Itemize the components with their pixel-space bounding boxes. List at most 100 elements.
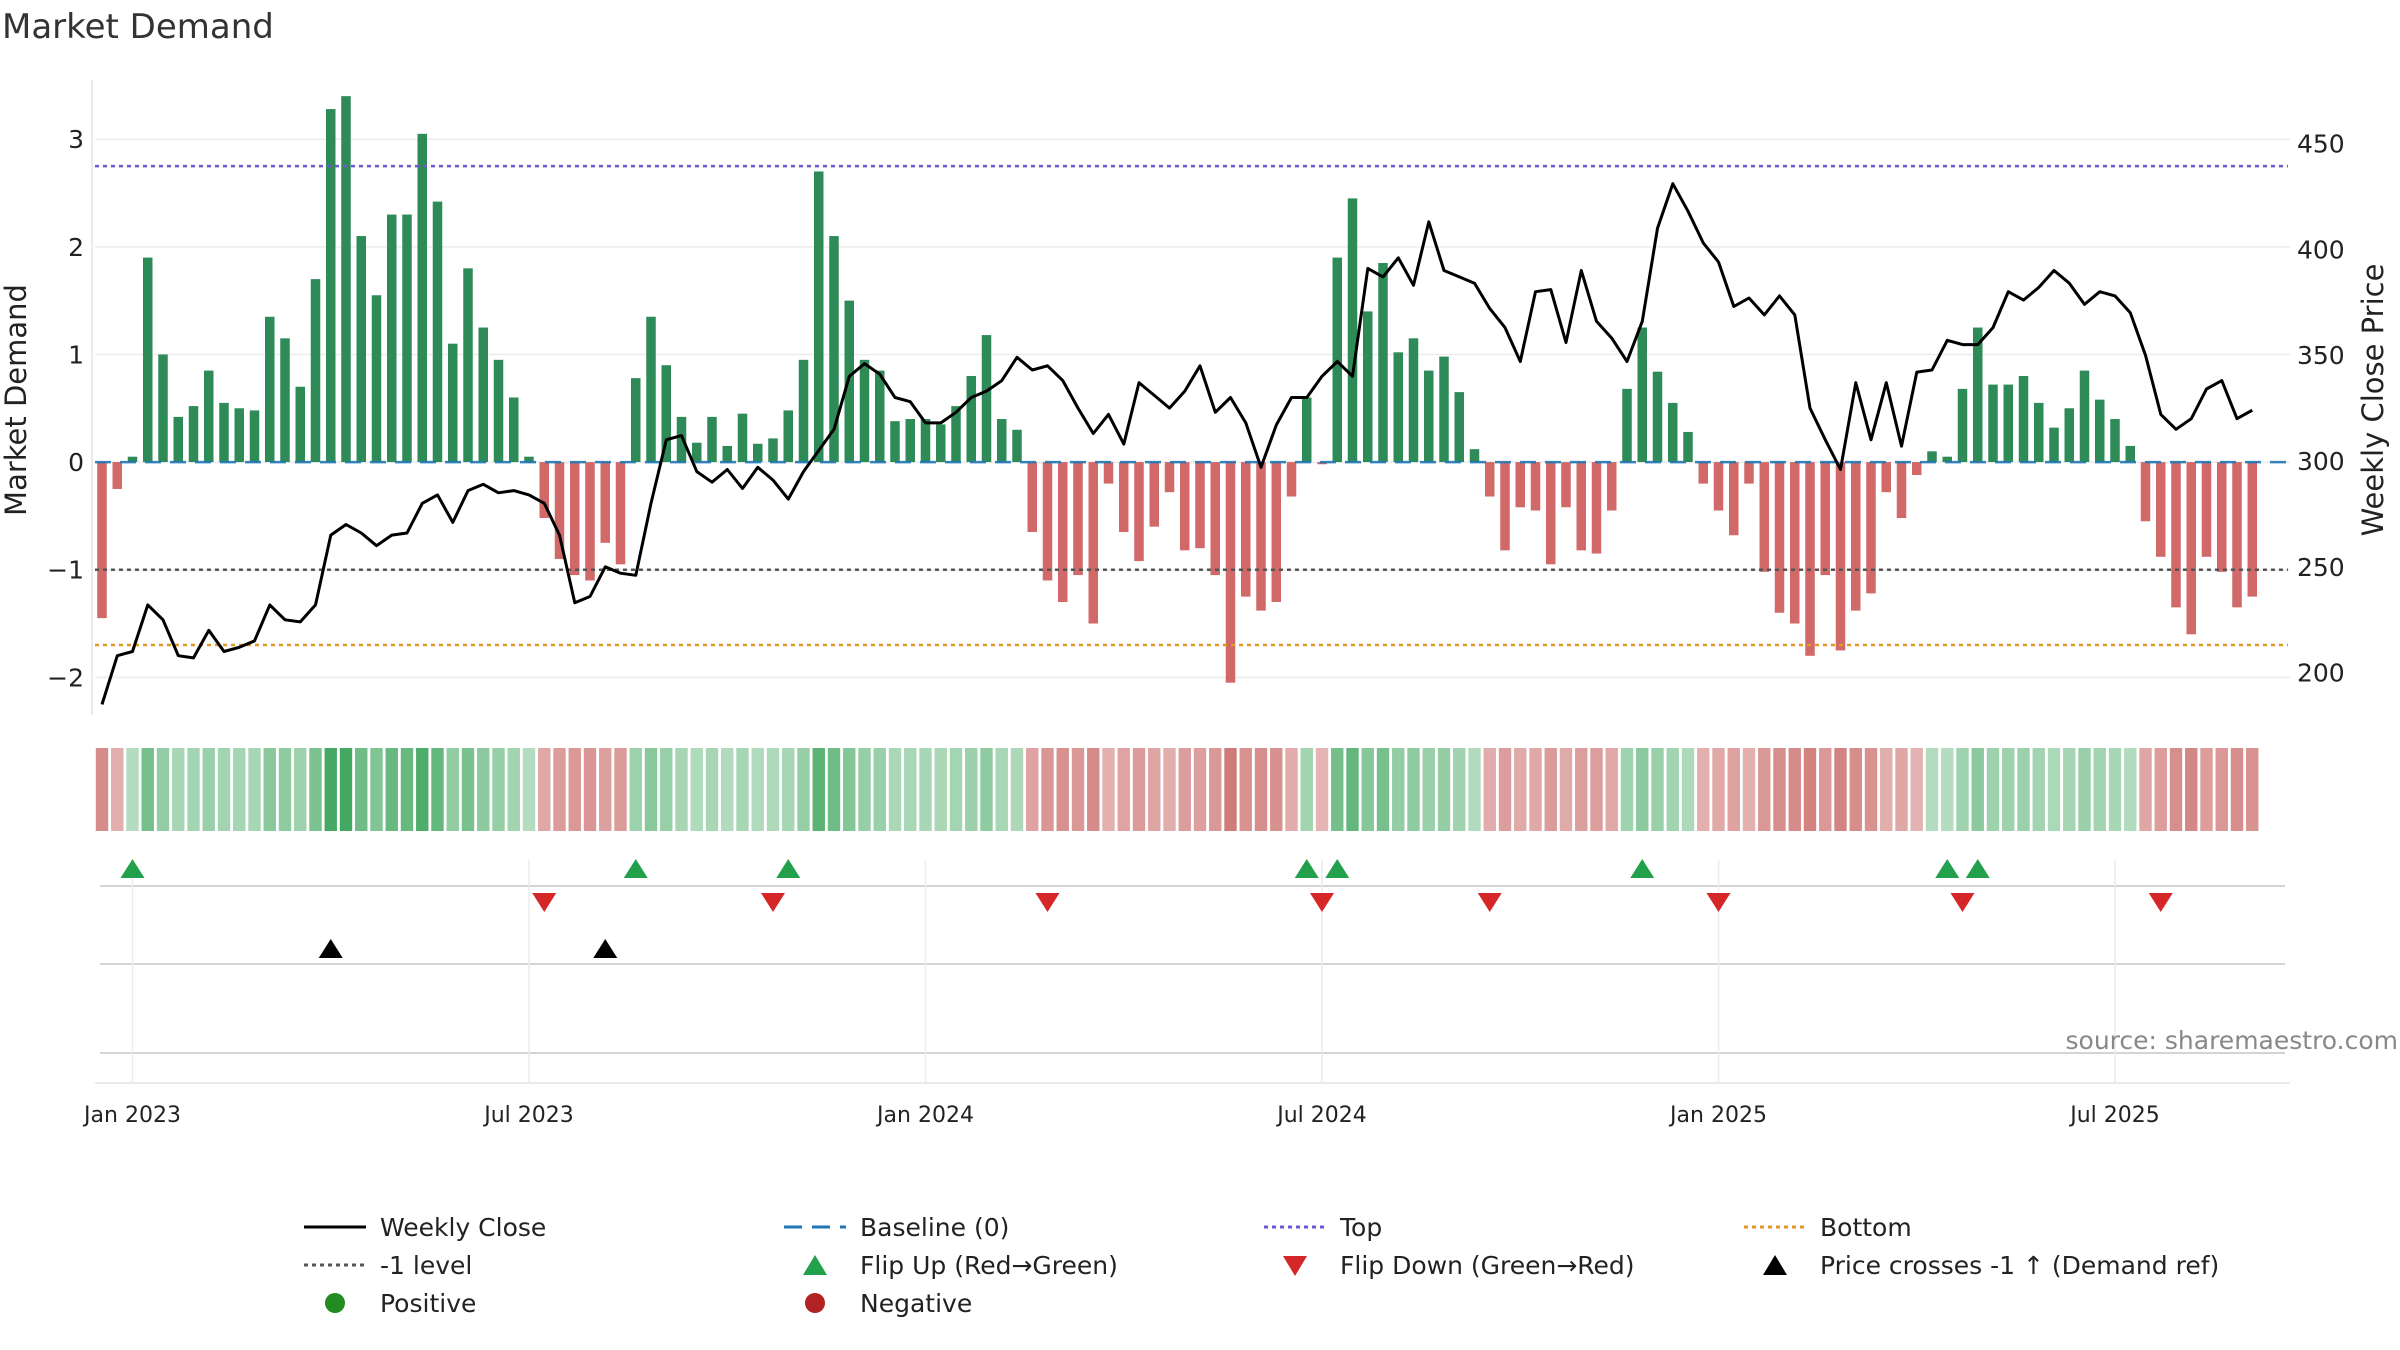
demand-bar bbox=[798, 359, 809, 463]
legend-label: Negative bbox=[860, 1288, 973, 1318]
demand-bar bbox=[1119, 462, 1129, 533]
heat-cell bbox=[1727, 748, 1740, 831]
demand-bar bbox=[1698, 462, 1708, 484]
heat-cell bbox=[1270, 748, 1283, 831]
demand-bar bbox=[1973, 327, 1983, 463]
demand-bar bbox=[920, 419, 931, 463]
heat-cell bbox=[461, 748, 475, 831]
demand-bar bbox=[2079, 370, 2090, 463]
heat-cell bbox=[1758, 748, 1771, 831]
heat-cell bbox=[538, 748, 551, 831]
heat-cell bbox=[705, 748, 719, 831]
heat-cell bbox=[1041, 748, 1054, 831]
heat-cell bbox=[934, 748, 947, 831]
demand-bar bbox=[265, 316, 275, 463]
demand-bar bbox=[875, 370, 885, 463]
demand-bar bbox=[1927, 451, 1937, 463]
dotted-swatch-icon bbox=[304, 1263, 366, 1267]
heat-cell bbox=[629, 748, 642, 831]
demand-bar bbox=[1271, 462, 1281, 602]
heat-cell bbox=[919, 748, 932, 831]
heat-cell bbox=[599, 748, 612, 831]
demand-bar bbox=[356, 236, 366, 463]
demand-bar bbox=[1774, 462, 1785, 613]
demand-bar bbox=[219, 402, 229, 463]
legend-label: Bottom bbox=[1820, 1212, 1912, 1242]
signal-tracks bbox=[100, 885, 2285, 1054]
demand-bar bbox=[2064, 408, 2074, 463]
axis-spines bbox=[91, 80, 2290, 1084]
y2-tick-label: 300 bbox=[2297, 447, 2345, 476]
price-cross-marker bbox=[318, 939, 343, 958]
heat-cell bbox=[2169, 748, 2183, 831]
heat-cell bbox=[416, 748, 429, 831]
heat-cell bbox=[766, 748, 780, 831]
demand-bar bbox=[1546, 462, 1556, 565]
heat-cell bbox=[2017, 748, 2030, 831]
heat-cell bbox=[1331, 748, 1344, 831]
heat-cell bbox=[888, 748, 902, 831]
demand-bar bbox=[890, 421, 900, 463]
legend-flip-up: Flip Up (Red→Green) bbox=[780, 1250, 1260, 1280]
demand-bar bbox=[829, 236, 839, 463]
demand-bar bbox=[1042, 462, 1053, 581]
y-tick-label: 3 bbox=[68, 125, 84, 154]
demand-bar bbox=[2217, 462, 2227, 572]
demand-bar bbox=[554, 462, 565, 559]
heat-cell bbox=[233, 748, 246, 831]
demand-bar bbox=[1027, 462, 1037, 533]
heat-cell bbox=[339, 748, 353, 831]
demand-bar bbox=[1851, 462, 1861, 611]
demand-bar bbox=[1988, 384, 1998, 463]
demand-bar bbox=[2201, 462, 2212, 557]
y2-tick-label: 250 bbox=[2297, 553, 2345, 582]
demand-bar bbox=[97, 462, 107, 619]
heat-cell bbox=[2200, 748, 2213, 831]
y-tick-label: 2 bbox=[68, 233, 84, 262]
demand-bar bbox=[1515, 462, 1525, 508]
heat-cell bbox=[2154, 748, 2167, 831]
heat-cell bbox=[1788, 748, 1801, 831]
demand-bar bbox=[524, 456, 534, 463]
heat-cell bbox=[2002, 748, 2015, 831]
demand-bar bbox=[783, 410, 793, 463]
demand-bar bbox=[1866, 462, 1876, 594]
heat-cell bbox=[751, 748, 764, 831]
flip-up-marker bbox=[1325, 859, 1350, 878]
legend-label: Baseline (0) bbox=[860, 1212, 1010, 1242]
legend-label: Positive bbox=[380, 1288, 477, 1318]
demand-bar bbox=[2049, 427, 2059, 463]
heat-cell bbox=[568, 748, 581, 831]
heat-cell bbox=[1422, 748, 1435, 831]
heat-cell bbox=[202, 748, 215, 831]
demand-bar bbox=[112, 462, 122, 489]
heat-cell bbox=[660, 748, 673, 831]
heat-cell bbox=[1742, 748, 1756, 831]
demand-bar bbox=[2156, 462, 2166, 557]
date-tick-label: Jan 2023 bbox=[82, 1103, 181, 1128]
demand-bar bbox=[1058, 462, 1068, 602]
demand-bar bbox=[326, 109, 336, 463]
heat-cell bbox=[1407, 748, 1420, 831]
heat-cell bbox=[1361, 748, 1374, 831]
demand-bar bbox=[295, 386, 305, 463]
heat-cell bbox=[1910, 748, 1923, 831]
demand-bar bbox=[997, 419, 1007, 463]
demand-bar bbox=[143, 257, 153, 463]
demand-bar bbox=[1241, 462, 1251, 597]
demand-bar bbox=[1439, 356, 1449, 463]
demand-bar bbox=[204, 370, 214, 463]
legend-baseline: Baseline (0) bbox=[780, 1212, 1260, 1242]
demand-bar bbox=[1256, 462, 1266, 611]
demand-bar bbox=[1637, 327, 1647, 463]
heat-cell bbox=[278, 748, 292, 831]
left-axis-ticks: −2 −1 0 1 2 3 bbox=[47, 125, 84, 692]
flip-down-marker bbox=[1035, 893, 1060, 912]
heat-cell bbox=[400, 748, 414, 831]
heat-cell bbox=[1117, 748, 1130, 831]
demand-bar bbox=[1363, 311, 1373, 463]
demand-bar bbox=[1103, 462, 1114, 484]
flip-down-marker bbox=[1310, 893, 1334, 912]
heat-cell bbox=[263, 748, 276, 831]
